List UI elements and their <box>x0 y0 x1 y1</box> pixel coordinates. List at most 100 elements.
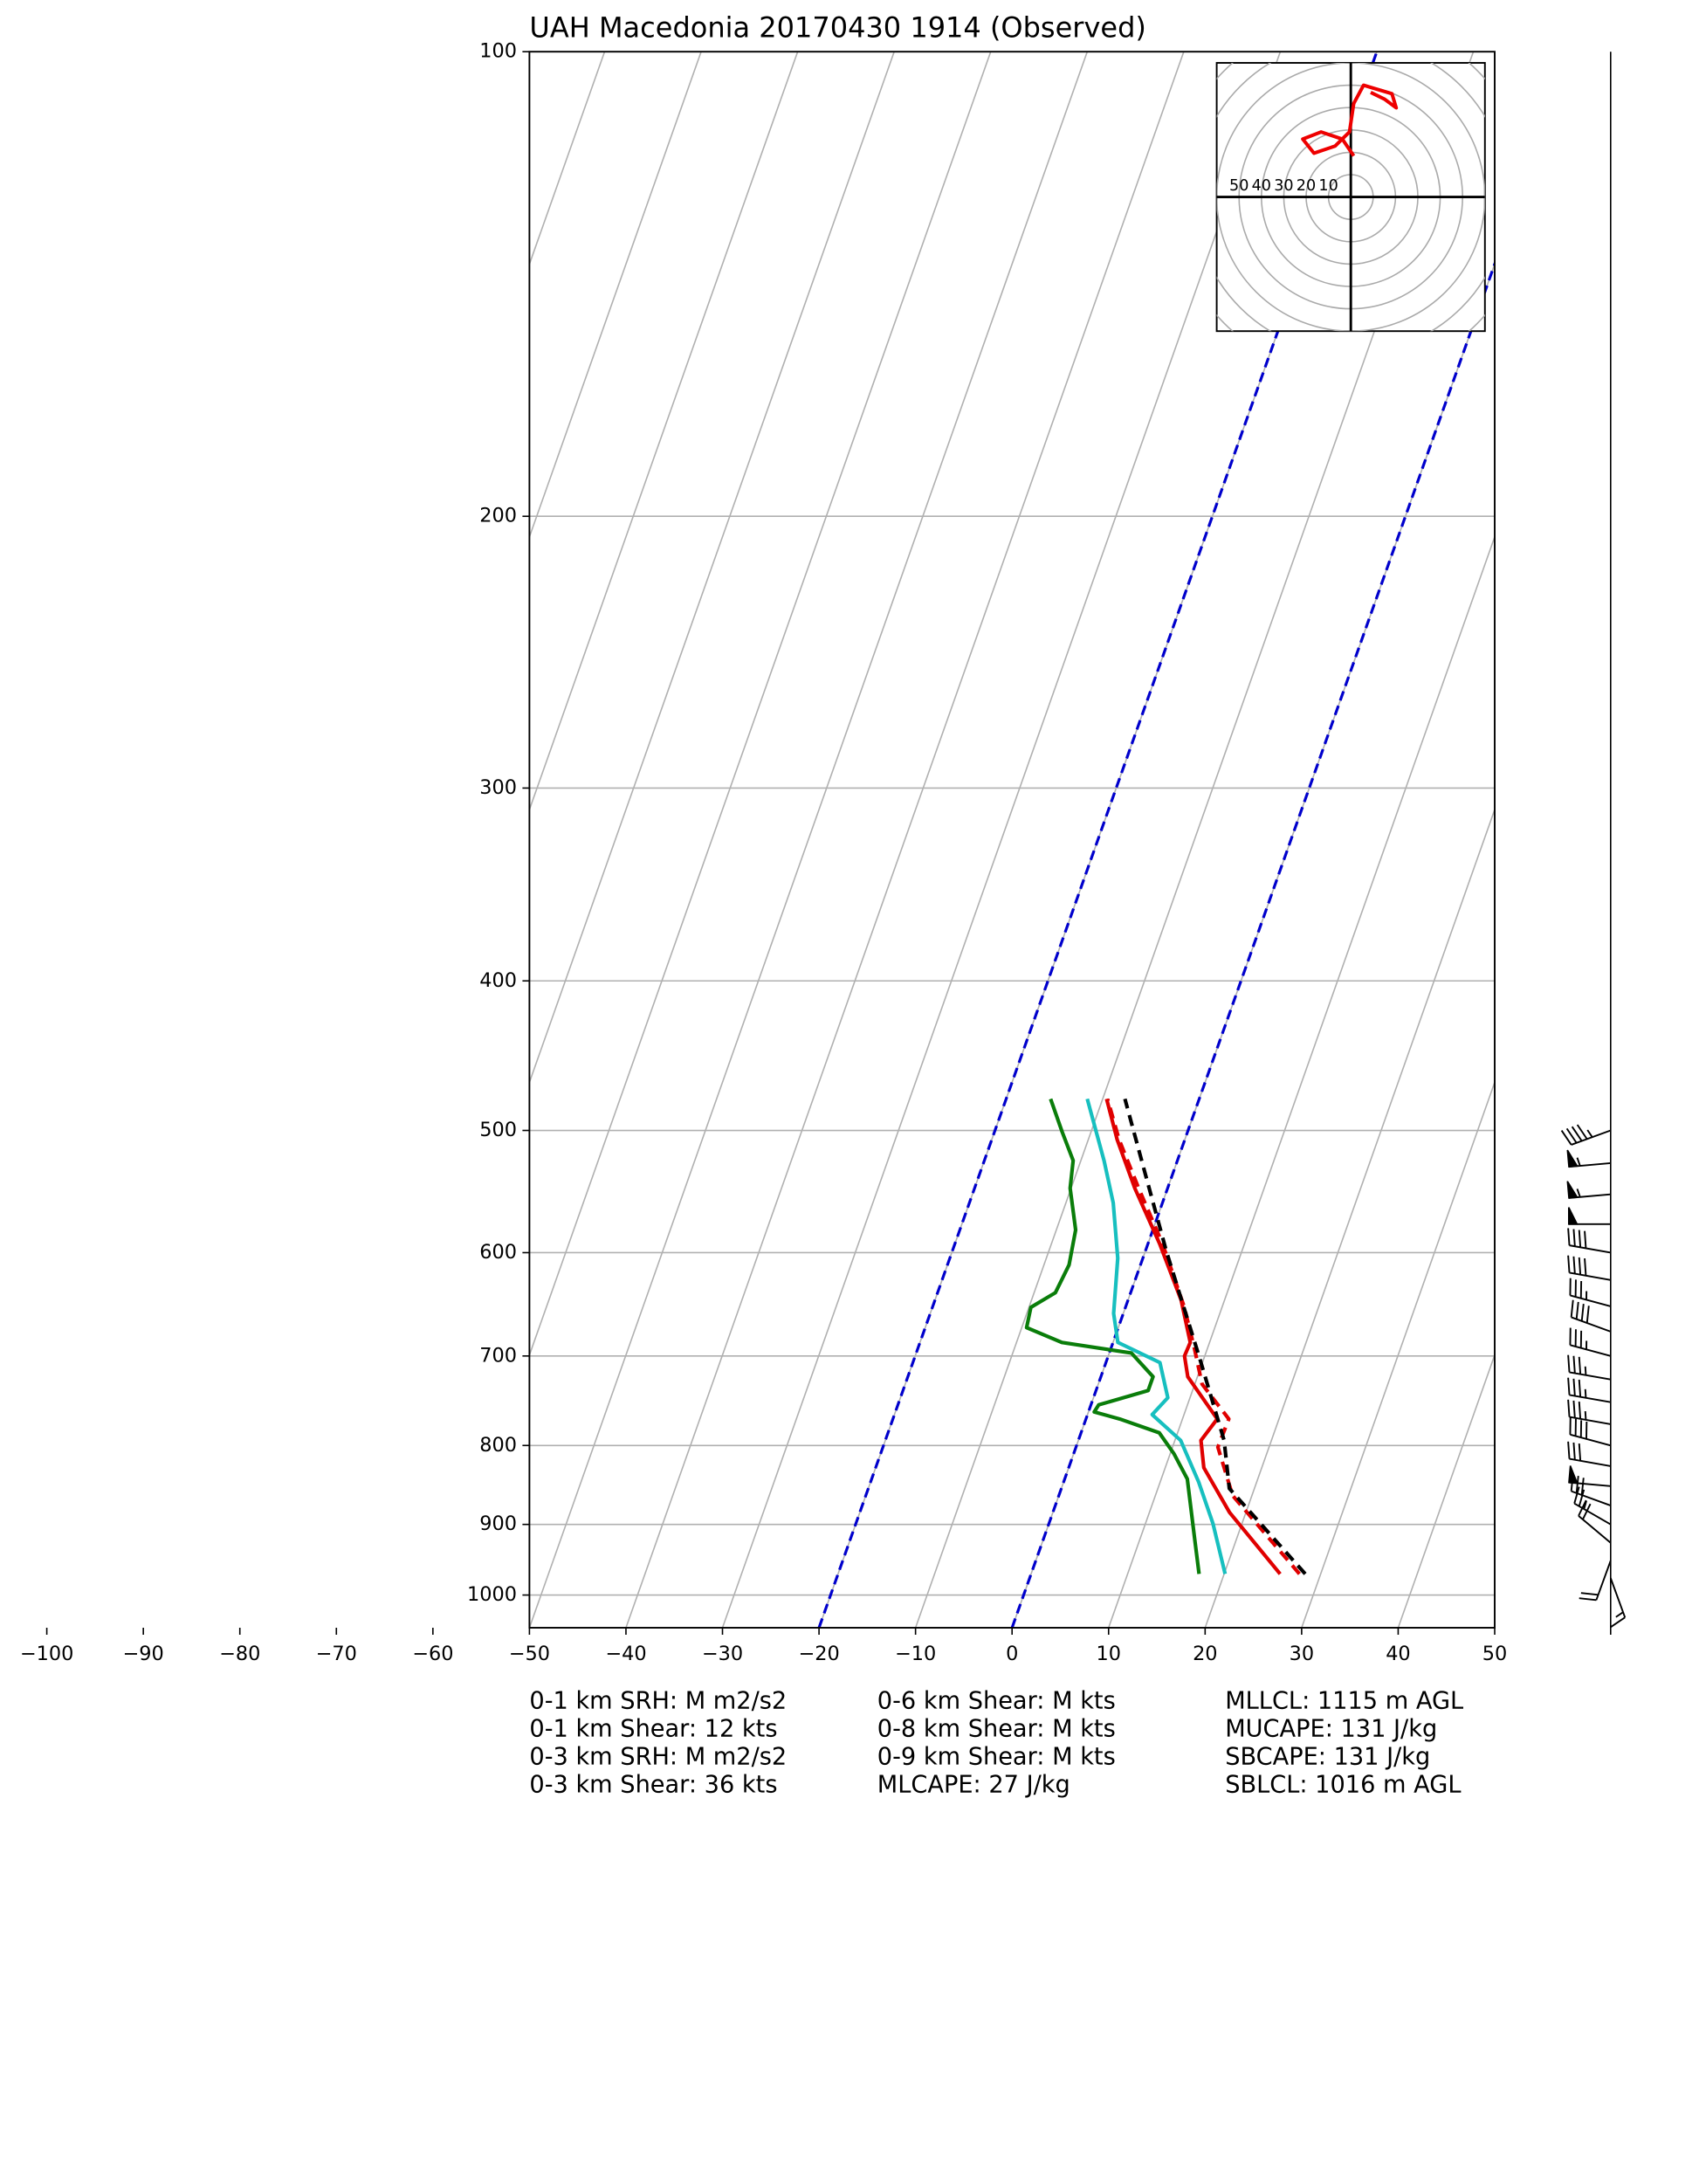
x-tick-label: −80 <box>219 1643 260 1665</box>
wind-barb <box>1567 1441 1611 1467</box>
x-tick-label: 0 <box>1006 1643 1018 1665</box>
x-tick-label: −60 <box>412 1643 453 1665</box>
hodograph-ring-label: 50 <box>1229 177 1248 195</box>
stat-text: 0-9 km Shear: M kts <box>877 1743 1116 1770</box>
wind-barb <box>1569 1278 1612 1307</box>
stat-text: 0-6 km Shear: M kts <box>877 1687 1116 1714</box>
y-tick-label: 400 <box>479 969 517 992</box>
isotherm <box>529 52 799 812</box>
x-tick-label: −30 <box>702 1643 743 1665</box>
isotherm <box>1204 807 1495 1628</box>
wind-barb <box>1569 1417 1612 1447</box>
hodograph-trace <box>1301 83 1399 157</box>
profile-line <box>1024 1098 1201 1574</box>
x-tick-label: −40 <box>605 1643 646 1665</box>
isotherm <box>529 52 702 540</box>
x-tick-label: −100 <box>20 1643 74 1665</box>
plot-area <box>529 52 1495 1628</box>
barb-shaft <box>1567 1255 1611 1281</box>
stats: 0-1 km SRH: M m2/s20-1 km Shear: 12 kts 0… <box>529 1687 1463 1798</box>
barb-shaft <box>1568 1481 1611 1487</box>
isotherm <box>625 52 1185 1628</box>
wind-barb <box>1566 1181 1611 1199</box>
wind-barb <box>1566 1149 1611 1168</box>
x-tick-label: −90 <box>123 1643 164 1665</box>
y-tick-label: 200 <box>479 505 517 527</box>
y-tick-label: 700 <box>479 1344 517 1367</box>
isotherm <box>1301 1079 1495 1628</box>
wind-barb <box>1579 1560 1612 1602</box>
isotherm <box>529 52 606 266</box>
barb-shaft <box>1568 1157 1611 1168</box>
barb-shaft <box>1579 1560 1612 1602</box>
barb-shaft <box>1578 1499 1612 1544</box>
barb-shaft <box>1567 1441 1611 1467</box>
y-tick-label: 800 <box>479 1434 517 1457</box>
wind-barb <box>1567 1377 1611 1403</box>
stat-text: MLCAPE: 27 J/kg <box>877 1771 1070 1798</box>
hodograph-ring-label: 20 <box>1297 177 1316 195</box>
x-tick-label: −20 <box>798 1643 839 1665</box>
x-tick-label: −70 <box>316 1643 357 1665</box>
wind-barb <box>1567 1354 1611 1381</box>
barb-shaft <box>1573 1486 1612 1526</box>
wind-barb <box>1567 1228 1611 1254</box>
wind-barb <box>1569 1327 1612 1357</box>
y-tick-label: 500 <box>479 1119 517 1141</box>
wind-barb <box>1570 1299 1612 1333</box>
wind-barb <box>1578 1499 1612 1544</box>
barb-shaft <box>1569 1417 1612 1447</box>
wind-barb <box>1568 1207 1611 1225</box>
isotherm <box>721 52 1282 1628</box>
x-tick-label: −10 <box>895 1643 936 1665</box>
wind-barb <box>1567 1255 1611 1281</box>
x-tick-label: 20 <box>1193 1643 1218 1665</box>
isotherm <box>529 52 992 1358</box>
hodograph-ring-label: 10 <box>1318 177 1338 195</box>
stat-text: MUCAPE: 131 J/kg <box>1225 1715 1437 1742</box>
barb-shaft <box>1570 1473 1612 1506</box>
wind-barb <box>1567 1399 1611 1425</box>
profile-line <box>1085 1098 1228 1574</box>
highlighted-isotherm <box>817 52 1379 1628</box>
barb-shaft <box>1570 1299 1612 1333</box>
x-tick-label: −50 <box>509 1643 550 1665</box>
stat-text: 0-1 km Shear: 12 kts <box>529 1715 777 1742</box>
stat-text: 0-1 km SRH: M m2/s2 <box>529 1687 787 1714</box>
x-tick-label: 10 <box>1097 1643 1122 1665</box>
barb-shaft <box>1567 1399 1611 1425</box>
x-tick-label: 50 <box>1482 1643 1508 1665</box>
y-tick-label: 600 <box>479 1241 517 1264</box>
wind-barb <box>1609 1577 1627 1629</box>
barb-shaft <box>1568 1188 1611 1199</box>
barb-shaft <box>1569 1327 1612 1357</box>
barb-shaft <box>1560 1124 1612 1146</box>
wind-barb <box>1570 1473 1612 1506</box>
wind-barb <box>1573 1486 1612 1526</box>
isotherm <box>529 52 895 1085</box>
profile-line <box>1123 1098 1307 1575</box>
profile-line <box>1105 1098 1301 1575</box>
stat-text: MLLCL: 1115 m AGL <box>1225 1687 1463 1714</box>
barb-flag <box>1568 1207 1579 1225</box>
barb-shaft <box>1567 1377 1611 1403</box>
x-tick-label: 40 <box>1386 1643 1411 1665</box>
stat-text: SBCAPE: 131 J/kg <box>1225 1743 1430 1770</box>
wind-barbs <box>1560 1124 1627 1629</box>
hodograph-ring-label: 40 <box>1252 177 1271 195</box>
x-tick-label: 30 <box>1290 1643 1315 1665</box>
wind-barb <box>1560 1124 1612 1146</box>
hodograph-ring-label: 30 <box>1274 177 1293 195</box>
barb-shaft <box>1567 1354 1611 1381</box>
barb-flag <box>1566 1181 1579 1199</box>
barb-flag <box>1566 1149 1579 1168</box>
highlighted-isotherm <box>1010 259 1495 1628</box>
y-tick-label: 300 <box>479 776 517 799</box>
profile-line <box>1104 1098 1282 1575</box>
stat-text: 0-8 km Shear: M kts <box>877 1715 1116 1742</box>
y-tick-label: 1000 <box>467 1583 517 1606</box>
